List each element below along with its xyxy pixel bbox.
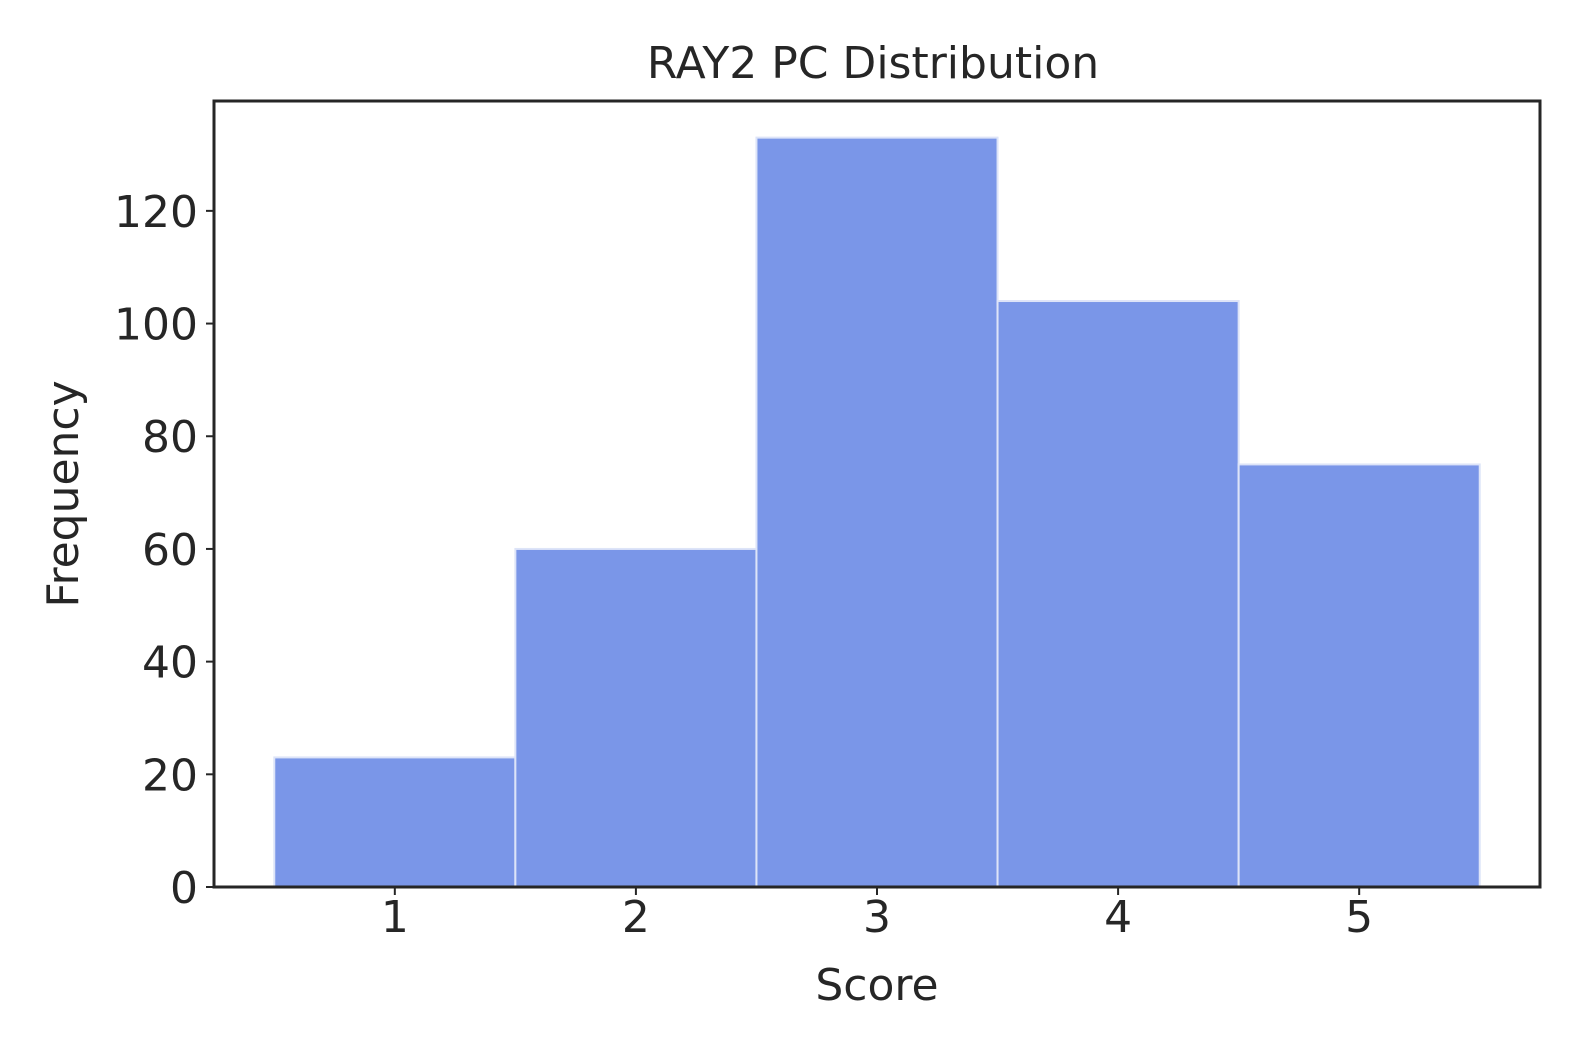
y-axis-label: Frequency [38,380,89,607]
bar-score-3 [755,136,999,888]
y-tick-label: 40 [142,638,198,689]
bar-score-4 [996,300,1240,889]
x-tick-label: 3 [863,892,891,943]
x-axis-ticks: 1 2 3 4 5 [381,887,1373,943]
chart-title: RAY2 PC Distribution [647,38,1099,89]
y-tick-label: 20 [142,750,198,801]
x-tick-label: 2 [622,892,650,943]
y-tick-label: 60 [142,525,198,576]
y-tick-label: 120 [114,187,198,238]
x-tick-label: 5 [1345,892,1373,943]
x-axis-label: Score [815,960,938,1011]
y-axis-ticks: 0 20 40 60 80 100 120 [114,187,214,914]
bar-score-5 [1237,463,1481,888]
y-tick-label: 80 [142,412,198,463]
y-tick-label: 100 [114,300,198,351]
x-tick-label: 4 [1104,892,1132,943]
bars-group [273,136,1481,889]
x-tick-label: 1 [381,892,409,943]
y-tick-label: 0 [170,863,198,914]
bar-score-2 [514,547,758,888]
bar-score-1 [273,756,517,889]
